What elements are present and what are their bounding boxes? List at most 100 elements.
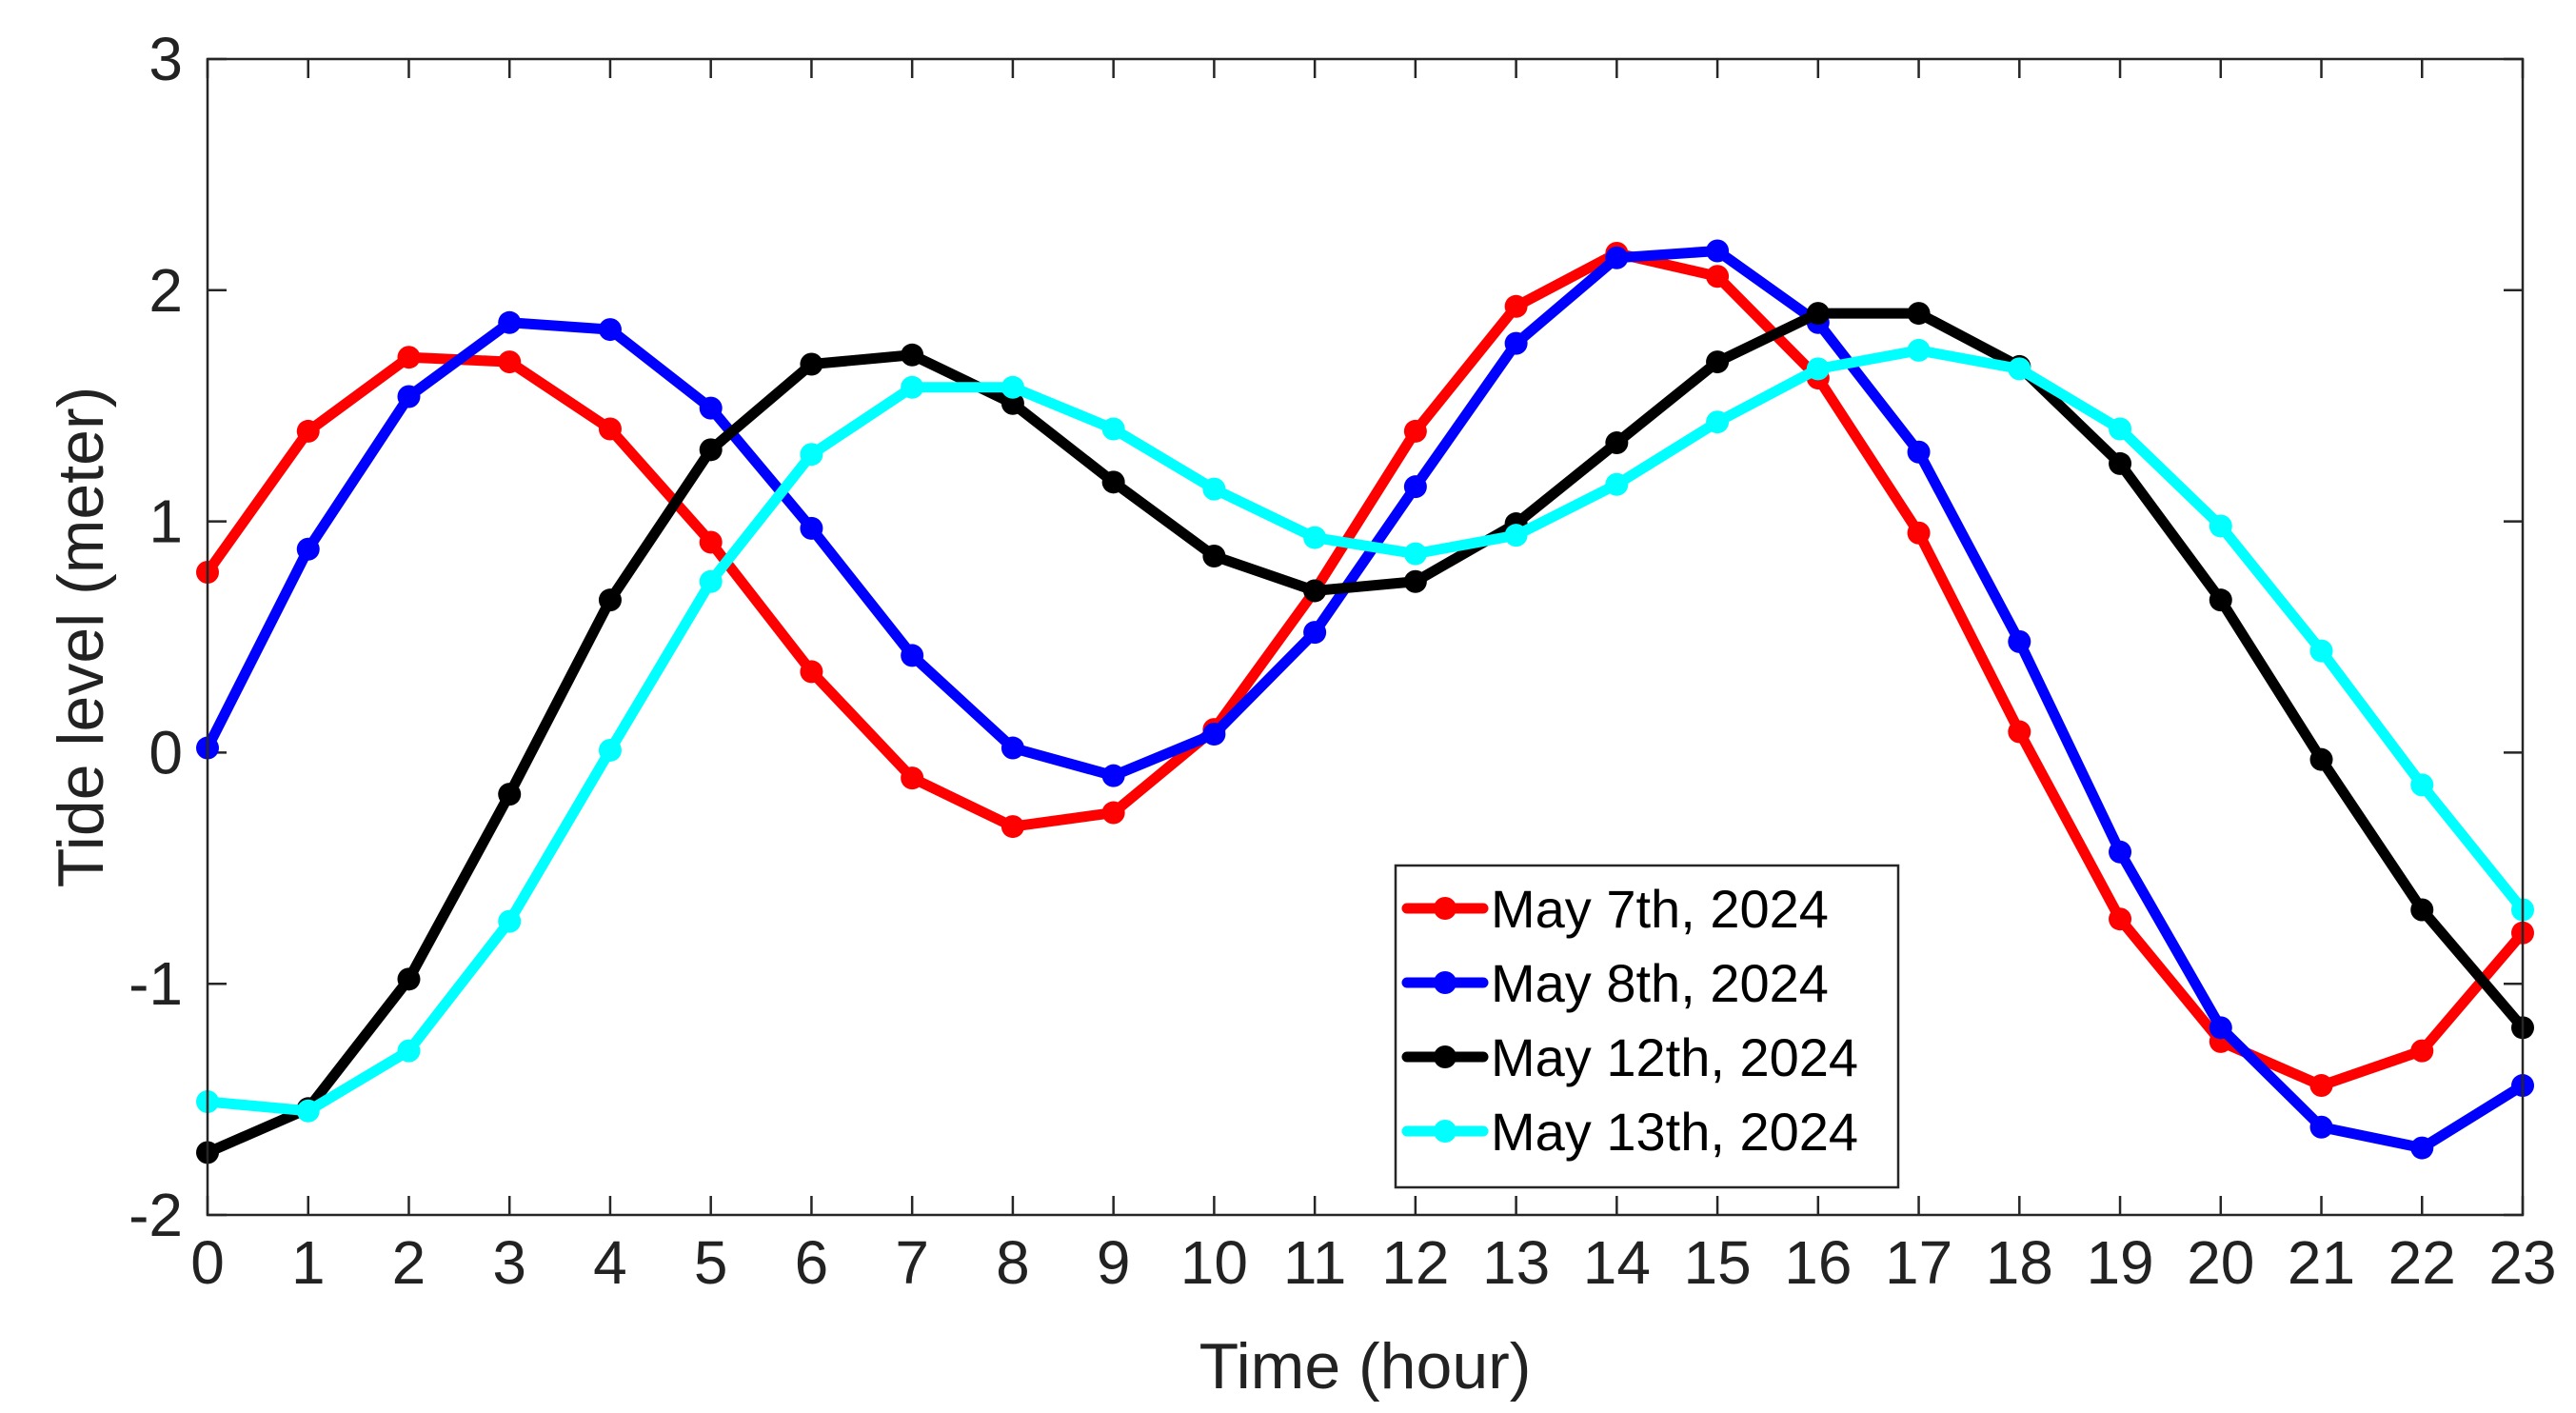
data-point	[1101, 764, 1125, 787]
data-point	[498, 909, 522, 933]
legend-label: May 8th, 2024	[1491, 953, 1829, 1013]
data-point	[2109, 907, 2132, 931]
series-3	[196, 302, 2534, 1164]
data-point	[1001, 815, 1024, 839]
data-point	[1806, 357, 1830, 381]
data-point	[1605, 431, 1629, 455]
data-point	[1605, 246, 1629, 269]
data-point	[901, 375, 924, 399]
x-tick-label: 19	[2086, 1228, 2153, 1297]
legend-item: May 12th, 2024	[1401, 1027, 1858, 1087]
data-point	[598, 588, 622, 612]
data-point	[1001, 736, 1024, 760]
y-tick-label: 0	[149, 718, 183, 786]
legend-item: May 8th, 2024	[1401, 953, 1829, 1013]
data-point	[2209, 588, 2232, 612]
data-point	[397, 1039, 421, 1063]
data-point	[397, 967, 421, 991]
data-point	[800, 660, 823, 684]
data-point	[2109, 840, 2132, 864]
x-tick-label: 12	[1381, 1228, 1449, 1297]
series-line	[202, 248, 2528, 1091]
data-point	[2008, 720, 2031, 744]
data-point	[2109, 417, 2132, 441]
legend-item: May 13th, 2024	[1401, 1102, 1858, 1162]
x-tick-label: 21	[2288, 1228, 2355, 1297]
legend-label: May 13th, 2024	[1491, 1102, 1858, 1162]
y-tick-label: -2	[129, 1181, 183, 1249]
data-point	[1303, 526, 1327, 549]
y-axis-title: Tide level (meter)	[45, 387, 117, 888]
data-point	[598, 738, 622, 762]
data-point	[2008, 629, 2031, 653]
data-point	[1806, 302, 1830, 326]
x-tick-label: 20	[2187, 1228, 2254, 1297]
data-point	[1101, 801, 1125, 825]
data-point	[699, 438, 723, 462]
legend-swatch-marker	[1434, 897, 1456, 920]
x-tick-label: 3	[492, 1228, 526, 1297]
data-point	[1403, 475, 1427, 499]
x-tick-label: 15	[1683, 1228, 1751, 1297]
data-point	[2309, 747, 2333, 771]
data-point	[699, 396, 723, 420]
x-tick-label: 16	[1784, 1228, 1852, 1297]
data-point	[1706, 239, 1730, 263]
data-point	[1504, 294, 1528, 318]
data-point	[2309, 1074, 2333, 1098]
legend-label: May 7th, 2024	[1491, 879, 1829, 939]
data-point	[1907, 521, 1931, 545]
data-point	[800, 352, 823, 376]
x-tick-label: 2	[392, 1228, 426, 1297]
data-point	[2410, 1136, 2434, 1160]
data-point	[699, 569, 723, 593]
data-point	[2410, 1039, 2434, 1063]
y-tick-label: -1	[129, 949, 183, 1018]
legend: May 7th, 2024 May 8th, 2024 May 12th, 2024…	[1394, 864, 1900, 1189]
data-point	[2309, 639, 2333, 663]
data-point	[1706, 350, 1730, 374]
data-point	[498, 783, 522, 806]
x-tick-label: 11	[1283, 1228, 1346, 1297]
y-axis-ticks: -2 -1 0 1 2 3	[129, 25, 2523, 1249]
legend-swatch-marker	[1434, 1120, 1456, 1143]
data-point	[1001, 391, 1024, 415]
x-tick-label: 10	[1180, 1228, 1248, 1297]
data-point	[1303, 579, 1327, 603]
data-point	[1504, 331, 1528, 355]
y-tick-label: 1	[149, 488, 183, 556]
data-point	[1403, 542, 1427, 566]
y-tick-label: 2	[149, 256, 183, 325]
data-point	[498, 350, 522, 374]
data-point	[2008, 357, 2031, 381]
data-point	[1907, 302, 1931, 326]
data-point	[901, 766, 924, 790]
x-tick-label: 4	[593, 1228, 627, 1297]
data-point	[1202, 722, 1226, 746]
legend-swatch-marker	[1434, 971, 1456, 994]
y-tick-label: 3	[149, 25, 183, 93]
x-axis-ticks: 0 1 2 3 4 5 6 7 8 9 10 11 12 13 14 15 16 17 18 19 20 21 22 23	[190, 59, 2557, 1297]
data-point	[1202, 545, 1226, 568]
data-point	[1001, 375, 1024, 399]
data-point	[901, 644, 924, 667]
series-4	[196, 338, 2534, 1123]
x-tick-label: 8	[996, 1228, 1030, 1297]
x-tick-label: 9	[1097, 1228, 1131, 1297]
x-tick-label: 18	[1986, 1228, 2053, 1297]
legend-label: May 12th, 2024	[1491, 1027, 1858, 1087]
plot-background	[208, 59, 2523, 1215]
data-point	[1504, 524, 1528, 547]
legend-swatch-marker	[1434, 1045, 1456, 1068]
x-tick-label: 14	[1583, 1228, 1651, 1297]
x-tick-label: 23	[2488, 1228, 2556, 1297]
data-point	[397, 346, 421, 369]
plot-frame	[206, 57, 2525, 1217]
data-point	[397, 385, 421, 408]
series-line	[202, 246, 2528, 1154]
series-line	[202, 345, 2528, 1117]
data-point	[1706, 410, 1730, 434]
x-tick-label: 17	[1885, 1228, 1952, 1297]
data-point	[2410, 898, 2434, 922]
